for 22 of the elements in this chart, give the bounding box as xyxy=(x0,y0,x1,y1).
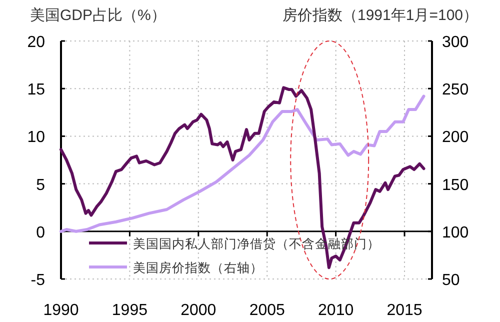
x-tick-label: 2015 xyxy=(386,302,422,319)
y-tick-label: 0 xyxy=(36,224,46,242)
x-tick-label: 1995 xyxy=(112,302,148,319)
x-tick-label: 2010 xyxy=(318,302,354,319)
legend-label: 美国房价指数（右轴） xyxy=(133,260,263,275)
y-axis-title: 美国GDP占比（%） xyxy=(30,7,166,24)
y-tick-label: 10 xyxy=(27,129,46,146)
x-tick-label: 1990 xyxy=(43,302,79,319)
y2-tick-label: 250 xyxy=(442,82,469,99)
y-tick-label: 15 xyxy=(27,82,46,99)
x-tick-label: 2000 xyxy=(180,302,216,319)
y2-tick-label: 150 xyxy=(442,176,469,194)
y2-tick-label: 200 xyxy=(442,129,469,146)
y2-tick-label: 100 xyxy=(442,224,469,242)
y2-axis-title: 房价指数（1991年1月=100） xyxy=(282,7,478,24)
y-tick-label: 20 xyxy=(27,34,46,51)
y-tick-label: -5 xyxy=(30,272,46,289)
y2-tick-label: 300 xyxy=(442,34,469,51)
y-tick-label: 5 xyxy=(36,176,46,194)
y2-tick-label: 50 xyxy=(442,272,460,289)
x-tick-label: 2005 xyxy=(249,302,286,319)
line-series xyxy=(60,94,426,233)
